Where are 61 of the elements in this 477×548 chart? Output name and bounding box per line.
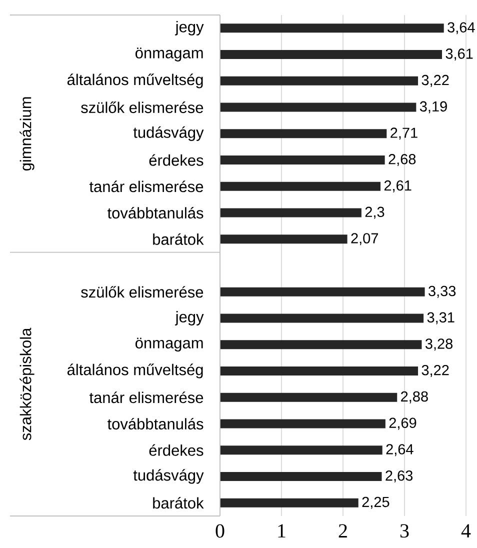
bar	[220, 24, 444, 33]
x-tick-label: 3	[400, 524, 409, 538]
data-label: 3,61	[446, 48, 473, 61]
x-tick-label: 4	[461, 524, 471, 538]
y-tick-label: tudásvágy	[133, 469, 204, 484]
text: gimnázium	[20, 97, 34, 170]
y-tick-label: barátok	[153, 233, 204, 245]
y-tick-label: érdekes	[149, 154, 204, 166]
data-label: 2,88	[401, 391, 428, 404]
bar	[220, 287, 425, 296]
y-tick-label: szülők elismerése	[81, 102, 204, 114]
y-tick-label: jegy	[174, 311, 204, 326]
y-tick-label: szülők elismerése	[81, 286, 204, 298]
data-label: 2,61	[384, 180, 412, 192]
bar	[220, 129, 387, 138]
bar	[220, 366, 418, 376]
y-tick-label: tanár elismerése	[89, 180, 204, 192]
data-label: 3,22	[422, 74, 449, 87]
bar	[220, 446, 382, 455]
y-tick-label: általános műveltség	[67, 74, 203, 88]
bar	[220, 208, 362, 218]
x-tick-label: 1	[278, 524, 286, 538]
text: szakközépiskola	[20, 328, 34, 440]
data-label: 3,64	[448, 22, 475, 34]
y-tick-label: továbbtanulás	[108, 206, 204, 219]
data-label: 2,07	[351, 233, 378, 246]
bar	[220, 234, 348, 244]
data-label: 2,25	[362, 496, 390, 509]
y-tick-label: továbbtanulás	[108, 418, 204, 430]
y-tick-label: érdekes	[149, 444, 204, 456]
bar	[220, 50, 442, 60]
x-tick-label: 2	[338, 524, 347, 538]
bar	[220, 419, 386, 428]
data-label: 3,22	[422, 364, 449, 377]
y-tick-label: önmagam	[136, 338, 203, 352]
data-label: 2,68	[388, 154, 416, 166]
data-label: 3,19	[420, 101, 447, 114]
y-tick-label: önmagam	[136, 48, 203, 62]
x-tick-label: 0	[216, 524, 224, 538]
bar	[220, 182, 381, 191]
bar	[220, 76, 418, 86]
bar	[220, 472, 382, 481]
bar	[220, 498, 358, 508]
data-label: 2,64	[386, 444, 414, 456]
bar	[220, 314, 424, 323]
data-label: 2,69	[389, 418, 416, 430]
y-tick-label: általános műveltség	[67, 364, 203, 378]
y-tick-label: tudásvágy	[133, 126, 204, 141]
bar	[220, 340, 422, 350]
y-tick-label: jegy	[174, 20, 204, 36]
data-label: 2,3	[365, 206, 384, 219]
data-label: 3,33	[428, 286, 456, 298]
bar	[220, 102, 416, 112]
data-label: 3,28	[425, 338, 453, 351]
bar	[220, 156, 385, 165]
data-label: 2,71	[390, 128, 418, 140]
y-tick-label: barátok	[153, 497, 204, 509]
data-label: 2,63	[386, 470, 413, 482]
data-label: 3,31	[427, 312, 454, 324]
bar	[220, 392, 398, 402]
y-tick-label: tanár elismerése	[89, 392, 204, 404]
